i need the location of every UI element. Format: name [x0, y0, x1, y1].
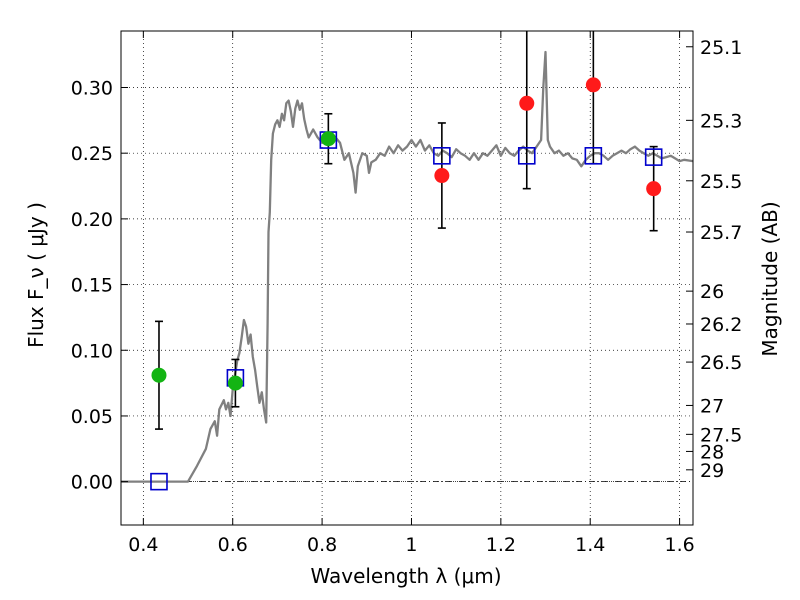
x-tick-label: 0.8	[307, 534, 337, 556]
x-tick-label: 1.4	[575, 534, 605, 556]
y-tick-label: 0.25	[71, 143, 113, 165]
right-tick-label: 26.5	[700, 352, 742, 374]
model-spectrum-line	[121, 50, 693, 483]
photometry-point	[646, 181, 662, 197]
model-band-square	[433, 147, 451, 165]
x-tick-label: 1	[405, 534, 417, 556]
model-band-square	[644, 148, 663, 166]
y-tick-label: 0.30	[71, 77, 113, 99]
photometry-point	[227, 375, 243, 391]
x-tick-label: 0.6	[218, 534, 248, 556]
right-tick-label: 25.1	[700, 37, 742, 59]
photometry-point	[585, 77, 601, 93]
y-axis-ticks: 0.00 0.05 0.10 0.15 0.20 0.25 0.30	[71, 77, 128, 494]
x-tick-label: 0.4	[128, 534, 158, 556]
y-tick-label: 0.10	[71, 340, 113, 362]
plot-frame	[120, 30, 694, 526]
right-tick-label: 29	[700, 460, 724, 482]
right-tick-label: 28	[700, 441, 724, 463]
y-tick-label: 0.05	[71, 406, 113, 428]
right-tick-label: 25.3	[700, 110, 742, 132]
x-tick-label: 1.6	[664, 534, 694, 556]
x-tick-label: 1.2	[486, 534, 516, 556]
right-tick-label: 26.2	[700, 314, 742, 336]
right-tick-label: 25.7	[700, 222, 742, 244]
photometry-point	[434, 168, 450, 184]
photometry-point	[320, 131, 336, 147]
right-tick-label: 27.5	[700, 424, 742, 446]
plot-area	[121, 31, 693, 491]
right-tick-label: 27	[700, 395, 724, 417]
photometry-point	[519, 95, 535, 111]
model-band-square	[517, 147, 536, 165]
right-axis-title: Magnitude (AB)	[758, 201, 782, 356]
y-tick-label: 0.20	[71, 209, 113, 231]
right-tick-label: 26	[700, 281, 724, 303]
y-tick-label: 0.00	[71, 472, 113, 494]
x-axis-ticks: 0.4 0.6 0.8 1 1.2 1.4 1.6	[128, 31, 695, 556]
photometry-point	[151, 367, 167, 383]
model-band-square	[150, 472, 168, 491]
model-band-square	[584, 147, 603, 165]
x-axis-title: Wavelength λ (μm)	[310, 564, 501, 588]
right-tick-label: 25.5	[700, 171, 742, 193]
y-axis-title: Flux F_ν ( μJy )	[24, 202, 48, 348]
y-tick-label: 0.15	[71, 275, 113, 297]
